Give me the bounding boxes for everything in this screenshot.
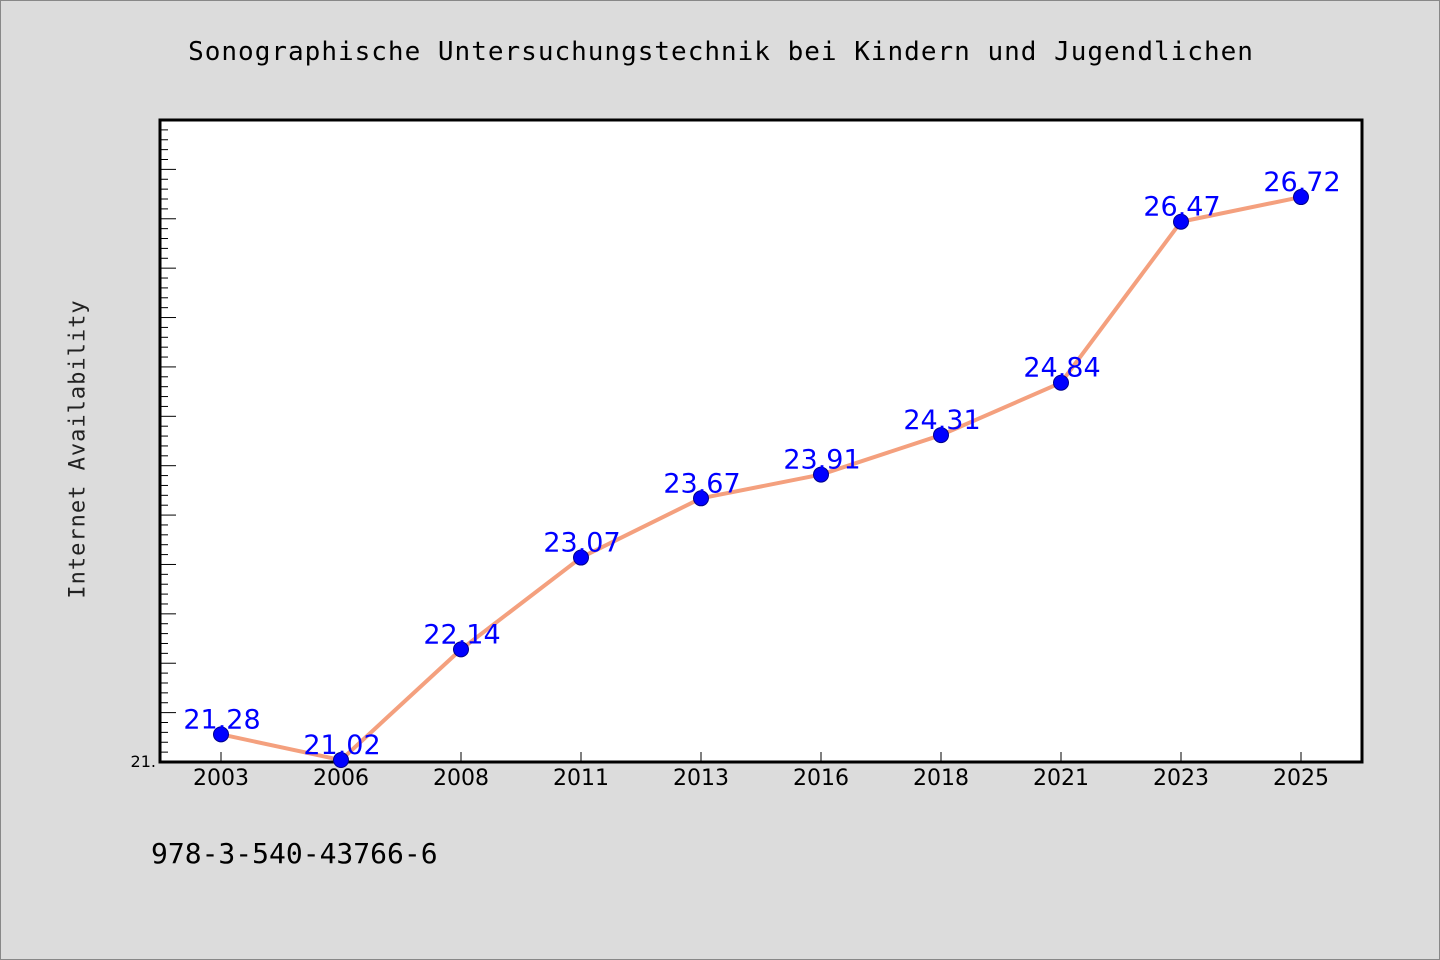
data-point [333,752,349,769]
data-label: 21.02 [303,730,380,761]
data-point [693,490,709,507]
data-point [1293,189,1309,206]
data-label: 26.47 [1143,192,1220,223]
chart-title: Sonographische Untersuchungstechnik bei … [188,37,1254,67]
data-label: 24.84 [1023,353,1100,384]
x-tick-label: 2025 [1273,766,1329,791]
data-point [813,466,829,483]
data-label: 26.72 [1263,167,1340,198]
x-tick-label: 2011 [553,766,609,791]
y-axis-ticks: 21. [131,119,176,771]
data-point [573,549,589,566]
data-label: 22.14 [423,619,500,650]
series-line [220,195,1302,763]
x-tick-label: 2018 [913,766,969,791]
data-point [453,641,469,658]
data-label: 21.28 [183,704,260,735]
series-group: 21.28 21.02 22.14 23.07 23.67 23.91 24.31 24.84… [183,167,1341,769]
data-label: 24.31 [903,405,980,436]
data-point [1173,213,1189,230]
data-label: 23.07 [543,528,620,559]
data-point [213,726,229,743]
data-label: 23.67 [663,468,740,499]
data-point [933,427,949,444]
x-tick-label: 2006 [313,766,369,791]
data-label: 23.91 [783,445,860,476]
plot-area [158,118,1364,764]
x-tick-label: 2016 [793,766,849,791]
x-axis-ticks: 2003 2006 2008 2011 2013 2016 2018 2021 2023 2025 [193,752,1329,791]
x-tick-label: 2008 [433,766,489,791]
data-point [1053,374,1069,391]
x-tick-label: 2013 [673,766,729,791]
x-tick-label: 2023 [1153,766,1209,791]
x-tick-label: 2021 [1033,766,1089,791]
x-tick-label: 2003 [193,766,249,791]
y-tick-label: 21. [131,752,156,771]
isbn-text: 978-3-540-43766-6 [151,837,438,870]
